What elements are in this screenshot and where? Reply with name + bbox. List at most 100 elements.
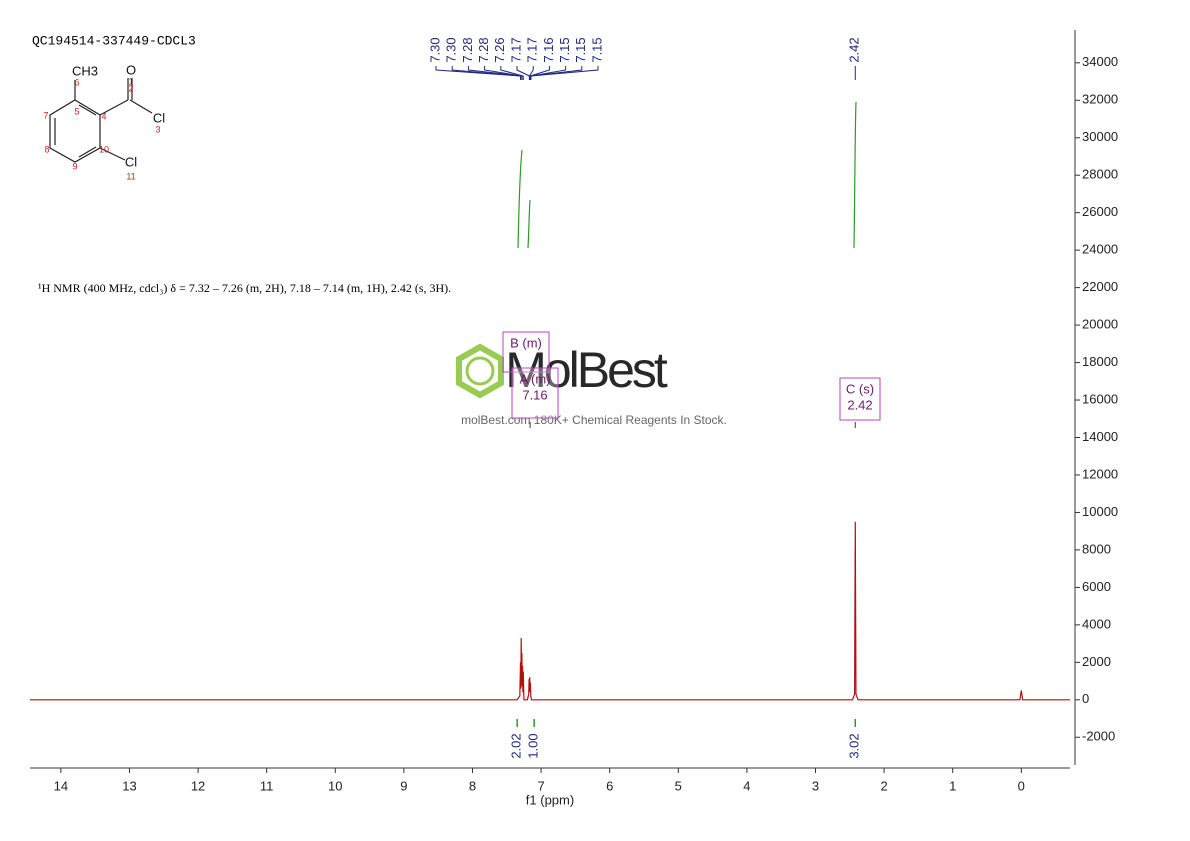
y-tick-label: 20000 — [1082, 317, 1118, 332]
logo-ring — [465, 356, 495, 386]
multiplet-shift: 2.42 — [847, 397, 872, 412]
x-tick-label: 3 — [812, 778, 819, 793]
y-tick-label: 2000 — [1082, 654, 1111, 669]
peak-connector — [530, 66, 599, 80]
peak-connector — [451, 66, 522, 80]
y-tick-label: 24000 — [1082, 242, 1118, 257]
atom-label: Cl — [153, 110, 165, 125]
peak-connector — [500, 66, 524, 80]
integral-label: 3.02 — [847, 733, 862, 758]
integral-curve — [517, 149, 523, 249]
y-tick-label: 30000 — [1082, 129, 1118, 144]
x-tick-label: 0 — [1018, 778, 1025, 793]
x-tick-label: 1 — [949, 778, 956, 793]
multiplet-name: A (m) — [519, 371, 550, 386]
peak-label: 7.30 — [444, 37, 459, 62]
peak-connector — [435, 66, 522, 80]
atom-label: CH3 — [72, 63, 98, 78]
double-bond — [78, 104, 97, 116]
x-tick-label: 14 — [54, 778, 68, 793]
atom-number: 7 — [43, 110, 48, 120]
x-tick-label: 11 — [260, 778, 274, 793]
y-tick-label: 0 — [1082, 691, 1089, 706]
atom-number: 8 — [44, 144, 49, 154]
multiplet-shift: 7.16 — [522, 387, 547, 402]
y-tick-label: 6000 — [1082, 579, 1111, 594]
peak-connector — [528, 66, 534, 80]
peak-label: 7.17 — [525, 37, 540, 62]
multiplet-name: C (s) — [846, 381, 874, 396]
watermark: MolBest molBest.com 180K+ Chemical Reage… — [456, 342, 727, 427]
peak-label: 7.30 — [427, 37, 442, 62]
x-tick-label: 4 — [743, 778, 750, 793]
integral-label: 1.00 — [526, 733, 541, 758]
atom-number: 5 — [74, 106, 79, 116]
nmr-description: ¹H NMR (400 MHz, cdcl₃) δ = 7.32 – 7.26 … — [38, 281, 451, 295]
integral-curve — [527, 199, 531, 249]
multiplet-box — [511, 367, 559, 419]
y-tick-label: 34000 — [1082, 54, 1118, 69]
multiplet-name: B (m) — [510, 335, 542, 350]
y-tick-label: 18000 — [1082, 354, 1118, 369]
y-tick-label: 14000 — [1082, 429, 1118, 444]
x-tick-label: 12 — [191, 778, 205, 793]
y-tick-label: 10000 — [1082, 504, 1118, 519]
x-tick-label: 13 — [122, 778, 136, 793]
x-tick-label: 7 — [537, 778, 544, 793]
peak-label: 7.15 — [589, 37, 604, 62]
x-tick-label: 9 — [400, 778, 407, 793]
atom-labels: CH3 O Cl Cl 12 3 4 5 6 7 8 9 10 11 — [43, 62, 165, 181]
x-tick-label: 5 — [675, 778, 682, 793]
peak-label: 7.28 — [476, 37, 491, 62]
y-tick-label: 12000 — [1082, 466, 1118, 481]
peak-label: 7.15 — [557, 37, 572, 62]
multiplet-box — [502, 331, 550, 373]
integral-curve — [853, 101, 857, 249]
double-bond — [78, 146, 97, 158]
atom-label: Cl — [125, 154, 137, 169]
peak-label: 7.15 — [573, 37, 588, 62]
spectrum-line — [30, 521, 1070, 701]
integral-curves — [517, 101, 857, 249]
sample-id: QC194514-337449-CDCL3 — [32, 33, 196, 48]
atom-number: 10 — [99, 144, 109, 154]
multiplet-box — [839, 377, 881, 421]
bond — [129, 99, 153, 114]
watermark-logo: MolBest — [505, 342, 668, 398]
atom-number: 2 — [128, 83, 133, 93]
x-axis-label: f1 (ppm) — [526, 792, 574, 807]
x-tick-label: 6 — [606, 778, 613, 793]
y-tick-label: 26000 — [1082, 204, 1118, 219]
x-tick-label: 2 — [880, 778, 887, 793]
y-tick-label: 28000 — [1082, 167, 1118, 182]
atom-label: O — [126, 62, 136, 77]
y-tick-label: 22000 — [1082, 279, 1118, 294]
y-tick-label: 32000 — [1082, 92, 1118, 107]
peak-label: 7.16 — [541, 37, 556, 62]
structure — [49, 78, 153, 163]
atom-number: 4 — [101, 111, 106, 121]
peak-label: 7.17 — [508, 37, 523, 62]
atom-number: 3 — [155, 124, 160, 134]
bond — [99, 147, 126, 161]
y-tick-label: 16000 — [1082, 391, 1118, 406]
peak-connector — [529, 66, 550, 80]
atom-number: 1 — [128, 76, 133, 86]
atom-number: 9 — [72, 161, 77, 171]
integral-label: 2.02 — [509, 733, 524, 758]
y-tick-label: 8000 — [1082, 541, 1111, 556]
peak-label: 7.28 — [460, 37, 475, 62]
peak-label: 2.42 — [847, 37, 862, 62]
watermark-tagline: molBest.com 180K+ Chemical Reagents In S… — [461, 413, 727, 427]
y-tick-label: -2000 — [1082, 729, 1115, 744]
atom-number: 6 — [74, 77, 79, 87]
bond — [99, 99, 129, 116]
atom-number: 11 — [126, 171, 135, 181]
x-tick-label: 10 — [328, 778, 342, 793]
peak-connector — [484, 66, 523, 80]
logo-hexagon — [456, 343, 504, 399]
y-tick-label: 4000 — [1082, 616, 1111, 631]
peak-label: 7.26 — [492, 37, 507, 62]
